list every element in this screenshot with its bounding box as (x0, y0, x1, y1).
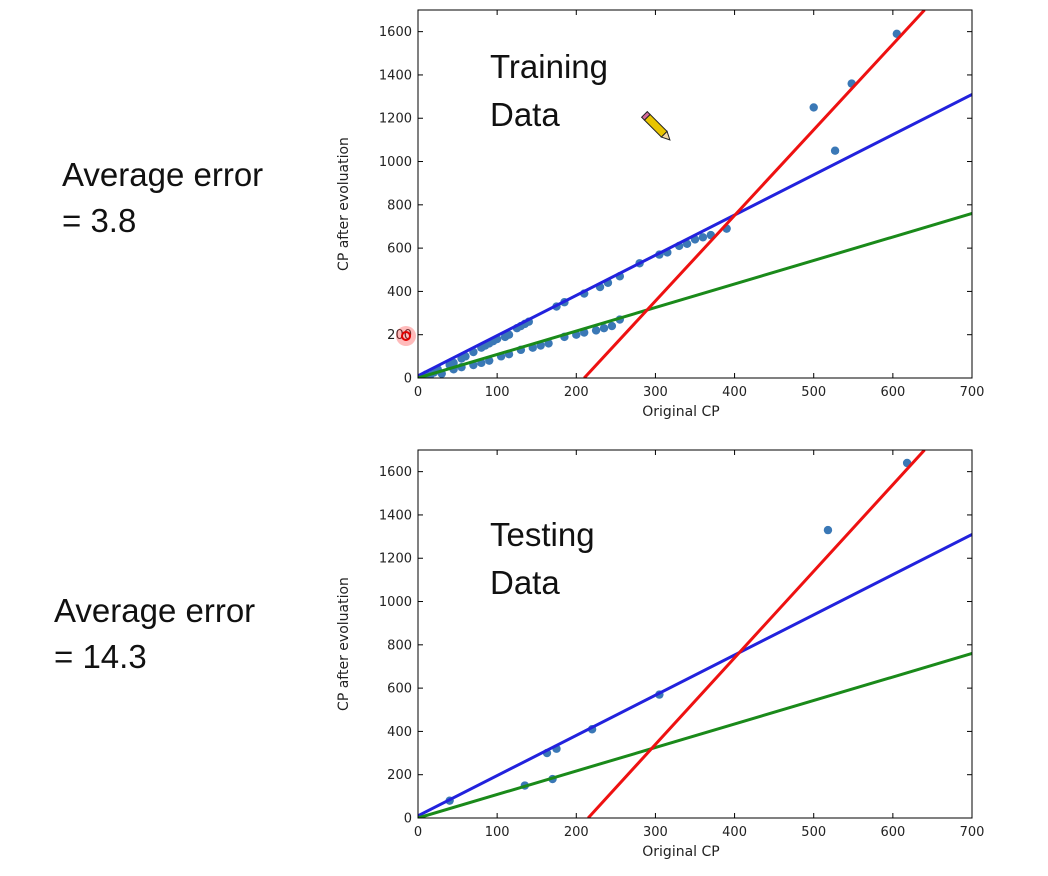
x-tick-label: 400 (722, 385, 747, 400)
scatter-points (445, 458, 912, 805)
y-tick-label: 0 (404, 812, 412, 827)
error-label-text: Average error (62, 156, 264, 193)
data-point (698, 233, 708, 242)
x-tick-label: 100 (485, 825, 510, 840)
y-tick-label: 0 (404, 372, 412, 387)
fit-line-0 (418, 533, 972, 818)
training-average-error: Average error = 3.8 (62, 152, 263, 244)
x-tick-label: 0 (414, 385, 422, 400)
x-tick-label: 600 (880, 825, 905, 840)
data-point (504, 330, 514, 339)
data-point (591, 326, 601, 335)
data-point (607, 321, 617, 331)
chart-annotation-line: Testing (490, 516, 595, 553)
x-tick-label: 200 (564, 385, 589, 400)
error-label-text: Average error (54, 592, 256, 629)
y-tick-label: 800 (387, 198, 412, 213)
data-point (809, 103, 818, 112)
plot-frame (417, 9, 973, 379)
y-tick-label: 1400 (379, 508, 412, 523)
error-value-text: = 3.8 (62, 202, 137, 239)
fit-line-1 (418, 652, 972, 818)
plot-frame (417, 449, 973, 819)
x-axis-label: Original CP (642, 404, 719, 420)
y-tick-label: 400 (387, 725, 412, 740)
fit-lines (418, 10, 972, 378)
fit-line-1 (418, 212, 972, 378)
data-point (449, 358, 458, 368)
x-axis-label: Original CP (642, 844, 719, 860)
chart-annotation-line: Data (490, 96, 560, 133)
error-value-text: = 14.3 (54, 638, 147, 675)
chart-annotation-line: Data (490, 564, 560, 601)
x-tick-label: 200 (564, 825, 589, 840)
pencil-cursor-icon (640, 110, 671, 141)
data-point (823, 525, 833, 535)
y-tick-label: 1000 (379, 155, 412, 170)
y-tick-label: 1000 (379, 595, 412, 610)
y-tick-label: 1400 (379, 68, 412, 83)
fit-line-2 (583, 10, 926, 378)
data-point (830, 146, 840, 155)
fit-line-2 (587, 450, 926, 818)
y-tick-label: 1200 (379, 552, 412, 567)
chart-annotation-line: Training (490, 48, 608, 85)
y-tick-label: 600 (387, 682, 412, 697)
x-tick-label: 500 (801, 825, 826, 840)
training-chart: 0 100 200 300 400 500 600 700020040060080010001… (336, 9, 985, 420)
y-tick-label: 600 (387, 242, 412, 257)
data-point (599, 324, 609, 333)
y-tick-label: 200 (387, 768, 412, 783)
laser-pointer-icon (396, 326, 416, 346)
testing-chart: 0 100 200 300 400 500 600 700 0 200 400 600 800 1000 1… (336, 449, 985, 860)
y-tick-label: 400 (387, 285, 412, 300)
x-tick-label: 700 (960, 825, 985, 840)
x-tick-label: 600 (880, 385, 905, 400)
fit-line-0 (418, 93, 972, 378)
y-tick-label: 1200 (379, 112, 412, 127)
y-tick-label: 1600 (379, 25, 412, 40)
testing-average-error: Average error = 14.3 (54, 588, 255, 680)
x-tick-label: 700 (960, 385, 985, 400)
x-tick-label: 500 (801, 385, 826, 400)
x-tick-label: 400 (722, 825, 747, 840)
x-tick-label: 300 (643, 385, 668, 400)
y-tick-label: 1600 (379, 465, 412, 480)
x-tick-label: 100 (485, 385, 510, 400)
y-axis-label: CP after evoluation (336, 137, 352, 271)
x-tick-label: 300 (643, 825, 668, 840)
y-axis-label: CP after evoluation (336, 577, 352, 711)
x-tick-label: 0 (414, 825, 422, 840)
y-tick-label: 800 (387, 638, 412, 653)
fit-lines (418, 450, 972, 818)
